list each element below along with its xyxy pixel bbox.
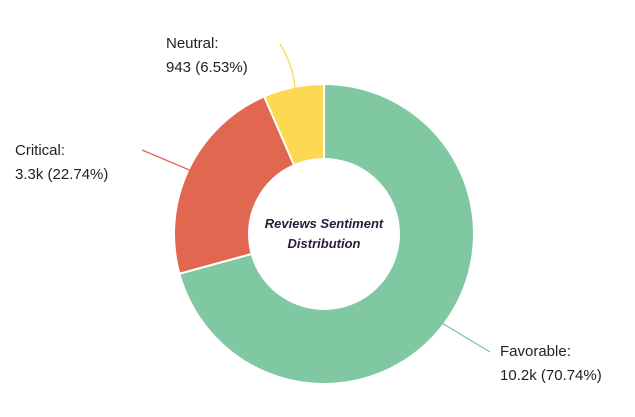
label-name: Neutral:	[166, 35, 219, 52]
donut-slice	[262, 82, 325, 167]
value-label: 10.2k (70.74%)	[500, 367, 602, 384]
leader-line	[141, 149, 197, 174]
chart-title: Reviews Sentiment Distribution	[264, 216, 384, 251]
label-name: Critical:	[15, 142, 65, 159]
value-label: 3.3k (22.74%)	[15, 166, 108, 183]
value-label: 943 (6.53%)	[166, 59, 248, 76]
leader-line	[279, 43, 296, 95]
leader-line	[436, 319, 491, 353]
donut-slice	[178, 82, 475, 385]
label-name: Favorable:	[500, 343, 571, 360]
donut-slice	[173, 95, 296, 275]
